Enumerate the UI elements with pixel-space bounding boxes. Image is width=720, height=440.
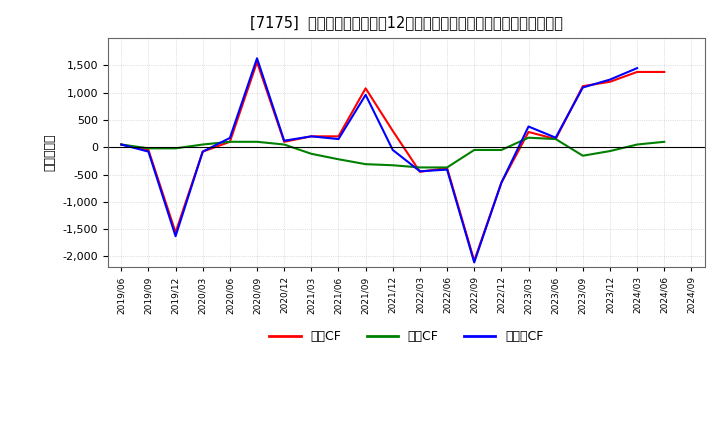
投賃CF [199, 142, 207, 147]
Line: 営業CF: 営業CF [121, 62, 665, 261]
投賃CF [389, 163, 397, 168]
フリーCF [389, 147, 397, 153]
投賃CF [361, 161, 370, 167]
投賃CF [578, 153, 587, 158]
投賃CF [633, 142, 642, 147]
フリーCF [552, 135, 560, 140]
投賃CF [225, 139, 234, 144]
投賃CF [280, 142, 289, 147]
フリーCF [524, 124, 533, 129]
フリーCF [443, 167, 451, 172]
投賃CF [552, 136, 560, 142]
営業CF [117, 142, 125, 147]
フリーCF [470, 260, 479, 265]
営業CF [389, 128, 397, 133]
投賃CF [415, 165, 424, 170]
フリーCF [280, 138, 289, 143]
フリーCF [144, 149, 153, 154]
フリーCF [307, 134, 315, 139]
投賃CF [171, 146, 180, 151]
営業CF [225, 139, 234, 144]
営業CF [443, 165, 451, 171]
営業CF [307, 134, 315, 139]
投賃CF [470, 147, 479, 153]
営業CF [470, 258, 479, 264]
フリーCF [633, 66, 642, 71]
フリーCF [334, 136, 343, 142]
フリーCF [415, 169, 424, 174]
フリーCF [171, 234, 180, 239]
投賃CF [660, 139, 669, 144]
営業CF [524, 129, 533, 135]
Line: フリーCF: フリーCF [121, 59, 637, 262]
フリーCF [578, 85, 587, 90]
営業CF [415, 169, 424, 174]
投賃CF [606, 148, 614, 154]
フリーCF [361, 92, 370, 98]
営業CF [171, 230, 180, 235]
営業CF [144, 147, 153, 153]
フリーCF [199, 149, 207, 154]
営業CF [497, 180, 505, 185]
投賃CF [307, 151, 315, 157]
投賃CF [334, 157, 343, 162]
フリーCF [606, 77, 614, 82]
Title: [7175]  キャッシュフローの12か月移動合計の対前年同期増減額の推移: [7175] キャッシュフローの12か月移動合計の対前年同期増減額の推移 [250, 15, 563, 30]
Line: 投賃CF: 投賃CF [121, 138, 665, 168]
営業CF [552, 136, 560, 142]
フリーCF [225, 136, 234, 141]
営業CF [361, 86, 370, 91]
投賃CF [524, 135, 533, 140]
営業CF [633, 70, 642, 75]
投賃CF [253, 139, 261, 144]
フリーCF [117, 142, 125, 147]
投賃CF [443, 165, 451, 170]
営業CF [606, 79, 614, 84]
営業CF [199, 149, 207, 154]
投賃CF [117, 142, 125, 147]
投賃CF [144, 146, 153, 151]
営業CF [253, 59, 261, 65]
投賃CF [497, 147, 505, 153]
フリーCF [497, 180, 505, 185]
営業CF [578, 84, 587, 89]
営業CF [280, 139, 289, 144]
Legend: 営業CF, 投賃CF, フリーCF: 営業CF, 投賃CF, フリーCF [264, 325, 549, 348]
営業CF [334, 134, 343, 139]
Y-axis label: （百万円）: （百万円） [44, 134, 57, 172]
営業CF [660, 70, 669, 75]
フリーCF [253, 56, 261, 61]
